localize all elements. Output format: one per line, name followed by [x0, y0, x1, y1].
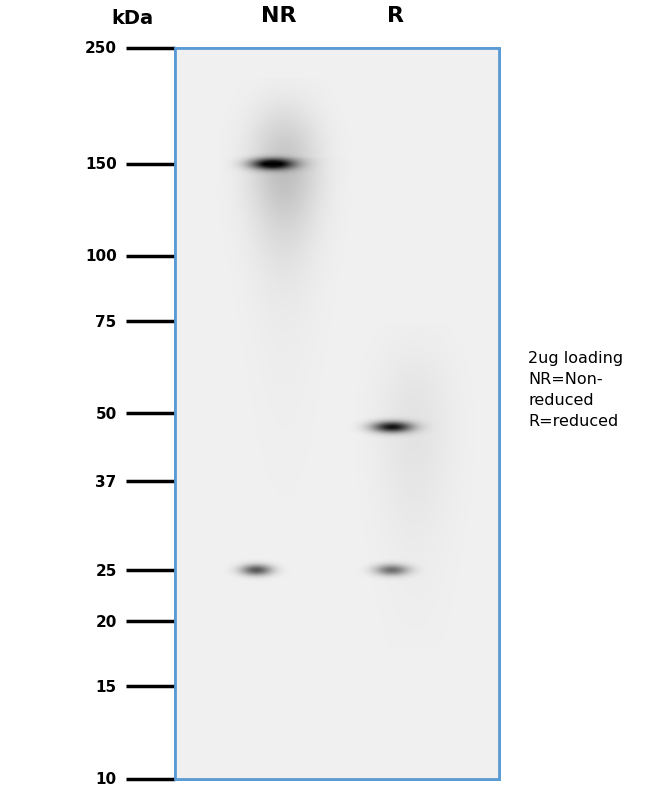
Text: kDa: kDa [112, 10, 154, 28]
Text: 37: 37 [96, 474, 116, 489]
Text: 150: 150 [85, 157, 116, 172]
Text: R: R [387, 6, 404, 26]
Text: 25: 25 [96, 564, 116, 578]
Text: 20: 20 [96, 614, 116, 629]
Text: 10: 10 [96, 771, 116, 786]
Text: NR: NR [261, 6, 296, 26]
Text: 75: 75 [96, 314, 116, 329]
Text: 15: 15 [96, 679, 116, 694]
FancyBboxPatch shape [175, 49, 499, 779]
Text: 250: 250 [84, 41, 116, 56]
Text: 2ug loading
NR=Non-
reduced
R=reduced: 2ug loading NR=Non- reduced R=reduced [528, 350, 623, 428]
Text: 50: 50 [96, 406, 116, 421]
Text: 100: 100 [85, 249, 116, 264]
